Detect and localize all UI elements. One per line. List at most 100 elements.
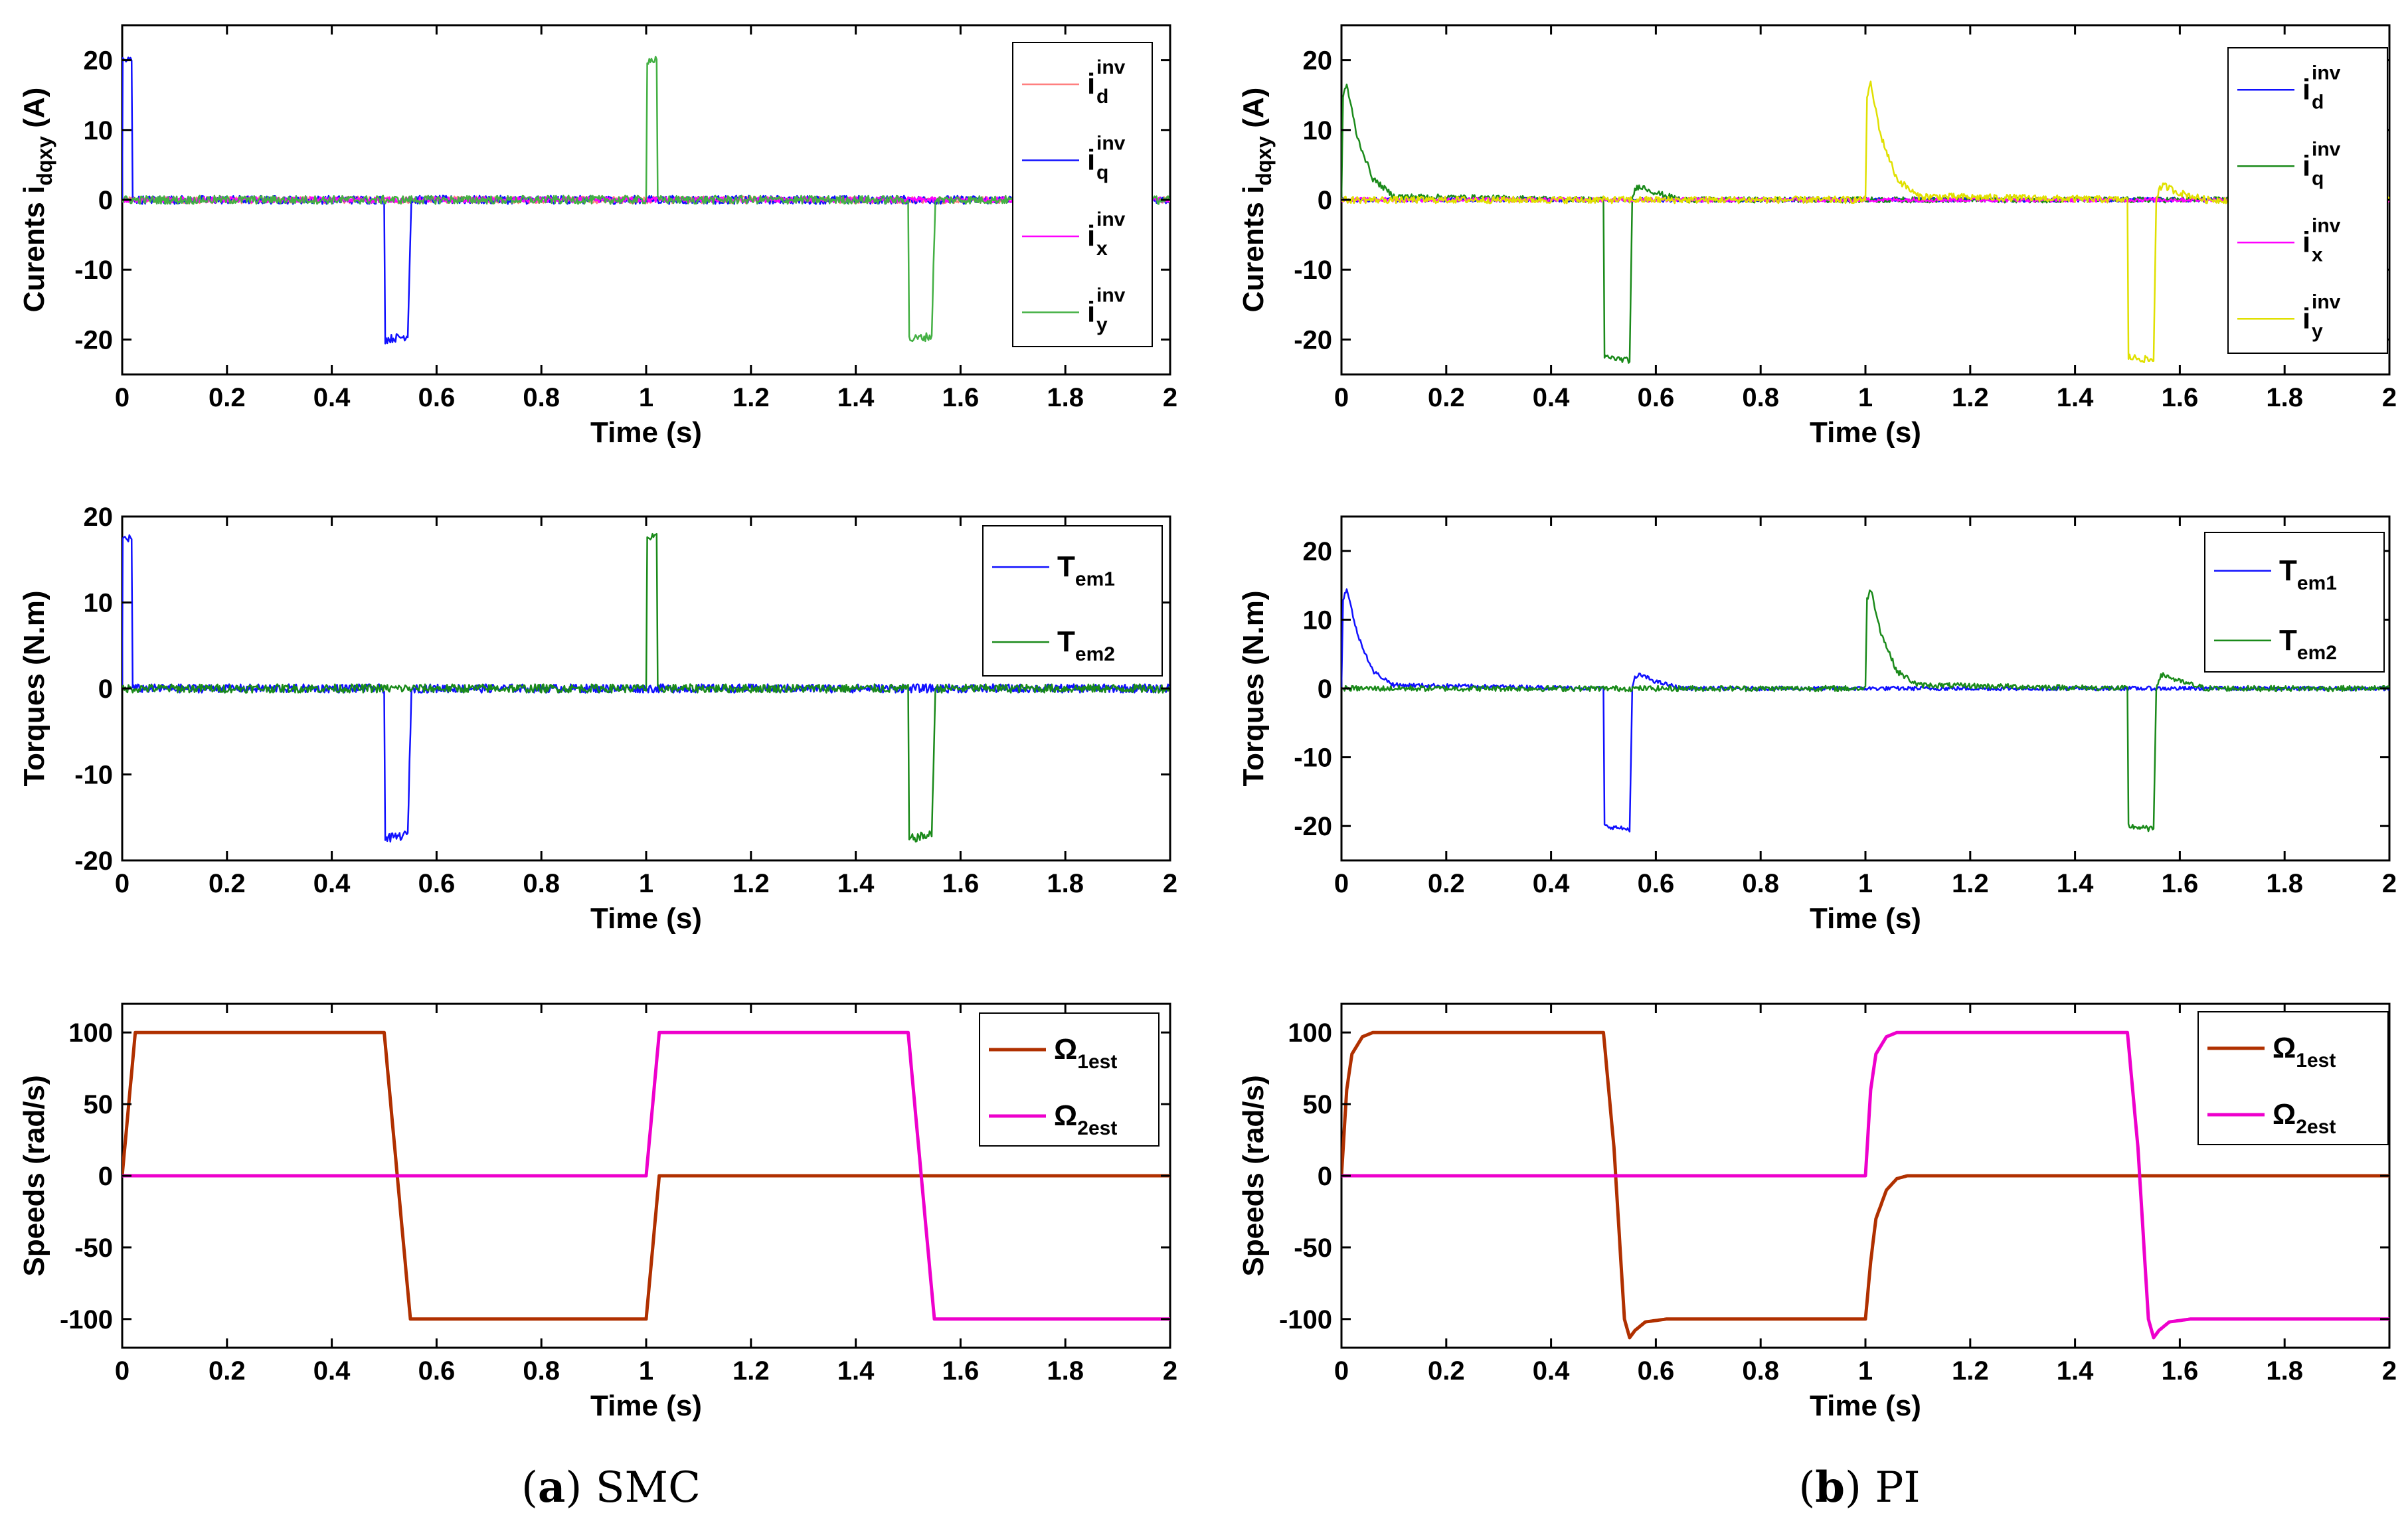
x-axis: 0 0.2 0.4 0.6 0.8 1 1.2 1.4 1.6 1.8 2 [115,517,1177,898]
panels: 0 0.2 0.4 0.6 0.8 1 1.2 1.4 1.6 1.8 2 Time (s) -20 -1… [18,24,2397,1422]
y-tick-label: -100 [60,1305,113,1334]
series-line-1est [1341,1030,2389,1340]
x-tick-label: 0.6 [418,1356,456,1386]
legend-label-sub: em1 [1075,568,1115,590]
x-tick-label: 1.4 [2057,1356,2094,1386]
legend-label-main: T [2279,554,2297,587]
legend-label: iinv d [2302,62,2341,113]
x-tick-label: 1.2 [732,869,770,898]
y-tick-label: -20 [74,846,113,876]
x-tick-label: 1.2 [1952,869,1989,898]
x-tick-label: 1.2 [732,1356,770,1386]
y-tick-label: -10 [74,256,113,285]
legend-label-sup: inv [1096,56,1126,78]
x-tick-label: 1.8 [1047,1356,1084,1386]
x-tick-label: 2 [1163,383,1177,412]
legend-label-sub: em2 [1075,643,1115,665]
legend-label: Ω1est [1054,1033,1117,1073]
x-tick-label: 1.8 [2266,1356,2303,1386]
chart-smc-currents: 0 0.2 0.4 0.6 0.8 1 1.2 1.4 1.6 1.8 2 Time (s) -20 -1… [18,24,1177,449]
x-tick-label: 0 [115,869,129,898]
x-tick-label: 0.6 [1638,383,1675,412]
legend-label-main: T [2279,624,2297,657]
legend-label: Tem2 [1057,625,1115,665]
y-tick-label: 0 [98,675,113,704]
x-tick-label: 1 [639,383,653,412]
series-line-1est [122,1030,1170,1321]
series-group [1341,588,2389,833]
x-tick-label: 1.4 [2057,383,2094,412]
x-tick-label: 0.8 [523,1356,560,1386]
x-tick-label: 0.4 [1533,383,1570,412]
x-tick-label: 2 [2382,1356,2397,1386]
x-tick-label: 0.2 [1428,1356,1465,1386]
x-tick-label: 0.6 [418,869,456,898]
y-tick-label: 0 [1318,1162,1332,1191]
legend-label-sub: q [2312,167,2324,189]
y-axis-label-unit: (A) [18,88,50,136]
legend-label-main: Ω [2273,1032,2296,1064]
y-tick-label: 10 [1303,605,1333,635]
y-axis-label-sub: dqxy [33,136,56,186]
y-tick-label: -10 [1294,744,1332,773]
legend-label-sub: d [2312,91,2324,113]
y-tick-label: 0 [98,1162,113,1191]
chart-pi-torques: 0 0.2 0.4 0.6 0.8 1 1.2 1.4 1.6 1.8 2 Time (s) -20 -1… [1237,515,2397,935]
series-group [1341,1030,2389,1340]
legend-label: iinv q [1087,132,1126,183]
x-axis: 0 0.2 0.4 0.6 0.8 1 1.2 1.4 1.6 1.8 2 [115,1004,1177,1386]
legend-label-main: Ω [1054,1099,1077,1132]
y-tick-label: 0 [1318,186,1332,215]
x-tick-label: 0.4 [1533,869,1570,898]
x-tick-label: 2 [2382,383,2397,412]
x-tick-label: 1.6 [942,1356,980,1386]
y-tick-label: 10 [84,116,114,145]
legend-label: Tem1 [2279,554,2337,594]
y-axis-label: Speeds (rad/s) [1237,1075,1270,1276]
series-group [122,56,1170,345]
legend-label-sub: y [2312,320,2323,342]
y-tick-label: 20 [1303,46,1333,76]
y-axis-label: Curents idqxy (A) [18,88,56,313]
legend-label: Ω1est [2273,1032,2336,1072]
y-tick-label: -20 [1294,812,1332,841]
legend-box [2227,47,2388,354]
x-tick-label: 1.6 [2162,1356,2199,1386]
x-tick-label: 0.2 [209,1356,246,1386]
x-tick-label: 1 [1858,1356,1873,1386]
legend-label-sub: em1 [2297,572,2337,594]
series-line-y [1341,80,2389,364]
legend-label-sub: x [1096,238,1108,260]
legend-label-main: i [2302,226,2310,258]
legend-box [2197,1011,2389,1145]
x-tick-label: 1.8 [2266,383,2303,412]
caption-a-text: SMC [596,1463,701,1512]
x-axis: 0 0.2 0.4 0.6 0.8 1 1.2 1.4 1.6 1.8 2 [115,25,1177,412]
x-tick-label: 2 [2382,869,2397,898]
x-tick-label: 1.2 [732,383,770,412]
legend-label: Tem2 [2279,624,2337,664]
y-axis-label: Curents idqxy (A) [1237,88,1276,313]
legend-label-main: i [2302,149,2310,182]
y-tick-label: 0 [98,186,113,215]
series-line-2est [1341,1030,2389,1340]
legend-label-sub: em2 [2297,642,2337,664]
legend-box [979,1012,1160,1147]
x-axis: 0 0.2 0.4 0.6 0.8 1 1.2 1.4 1.6 1.8 2 [1334,517,2397,898]
y-axis-label-sub: dqxy [1252,136,1276,186]
x-tick-label: 0.2 [209,383,246,412]
y-tick-label: 20 [1303,537,1333,566]
x-tick-label: 1.6 [2162,383,2199,412]
legend-label-main: i [1087,143,1095,176]
y-tick-label: -50 [1294,1234,1332,1263]
legend-label-sub: 2est [2296,1116,2336,1138]
x-axis-label: Time (s) [1810,1390,1921,1422]
y-axis-label-main: Speeds (rad/s) [18,1075,50,1276]
y-tick-label: 100 [68,1018,113,1048]
y-axis: -20 -10 0 10 20 [74,46,1170,355]
y-tick-label: 10 [1303,116,1333,145]
y-axis-label-main: Torques (N.m) [1237,591,1270,787]
